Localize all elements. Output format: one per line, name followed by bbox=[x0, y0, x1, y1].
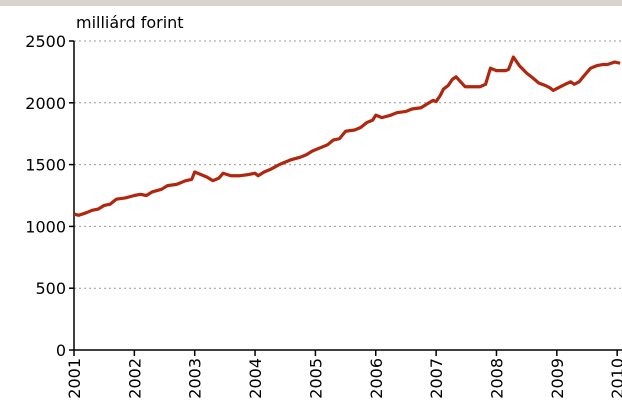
x-tick-label: 2002 bbox=[125, 358, 144, 399]
x-tick-label: 2006 bbox=[367, 358, 386, 399]
x-tick-label: 2005 bbox=[306, 358, 325, 399]
x-tick-label: 2008 bbox=[487, 358, 506, 399]
data-line bbox=[73, 55, 621, 217]
y-tick-label: 1500 bbox=[25, 156, 66, 175]
y-tick-label: 2000 bbox=[25, 94, 66, 113]
x-tick-label: 2001 bbox=[65, 358, 84, 399]
x-tick-label: 2004 bbox=[246, 358, 265, 399]
y-tick-label: 500 bbox=[35, 279, 66, 298]
top-band bbox=[0, 0, 622, 6]
x-tick-label: 2003 bbox=[186, 358, 205, 399]
x-tick-label: 2007 bbox=[427, 358, 446, 399]
y-tick-label: 1000 bbox=[25, 217, 66, 236]
y-tick-label: 0 bbox=[56, 341, 66, 360]
y-axis-label: milliárd forint bbox=[76, 13, 184, 32]
y-tick-label: 2500 bbox=[25, 32, 66, 51]
x-tick-label: 2010 bbox=[608, 358, 622, 399]
x-tick-label: 2009 bbox=[548, 358, 567, 399]
